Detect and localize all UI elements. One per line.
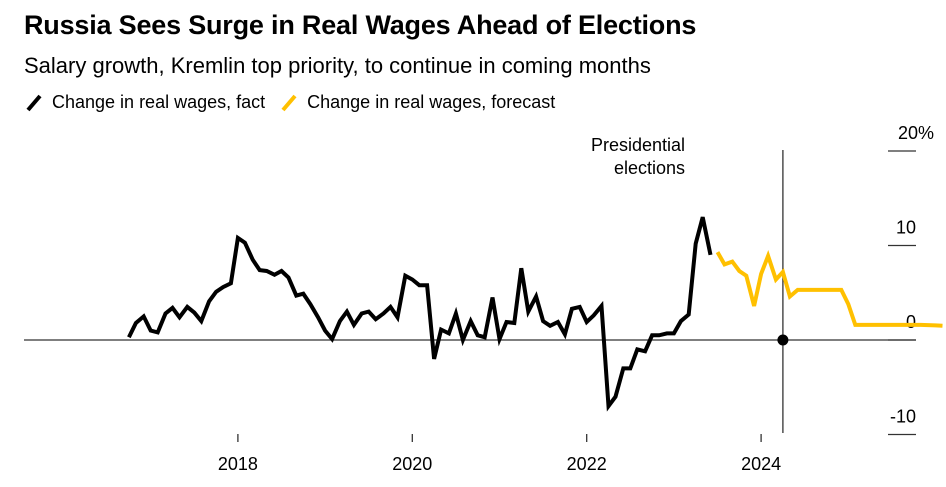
y-axis: 20% 10 0 -10 <box>888 123 934 436</box>
x-tick-label: 2020 <box>392 454 432 474</box>
series-forecast-line <box>715 249 943 328</box>
election-marker <box>777 334 789 346</box>
election-annotation: Presidential elections <box>591 135 789 433</box>
legend-swatch-forecast <box>281 94 297 111</box>
x-axis: 2018 2020 2022 2024 <box>218 434 781 474</box>
x-tick-label: 2022 <box>567 454 607 474</box>
election-label: Presidential <box>591 135 685 155</box>
series-fact-line <box>127 216 713 412</box>
chart-title: Russia Sees Surge in Real Wages Ahead of… <box>24 10 697 40</box>
legend-label-fact: Change in real wages, fact <box>52 92 266 112</box>
y-tick-label: 20% <box>898 123 934 143</box>
election-label: elections <box>614 158 685 178</box>
legend: Change in real wages, fact Change in rea… <box>24 92 569 113</box>
legend-label-forecast: Change in real wages, forecast <box>307 92 556 112</box>
y-tick-label: 10 <box>896 218 916 238</box>
legend-item-forecast: Change in real wages, forecast <box>279 92 555 113</box>
y-tick-label: -10 <box>890 407 916 427</box>
legend-swatch-fact <box>26 94 42 111</box>
x-tick-label: 2024 <box>741 454 781 474</box>
chart-subtitle: Salary growth, Kremlin top priority, to … <box>24 53 651 78</box>
series-group <box>127 216 943 412</box>
legend-item-fact: Change in real wages, fact <box>24 92 265 113</box>
x-tick-label: 2018 <box>218 454 258 474</box>
y-tick-label: 0 <box>906 312 916 332</box>
